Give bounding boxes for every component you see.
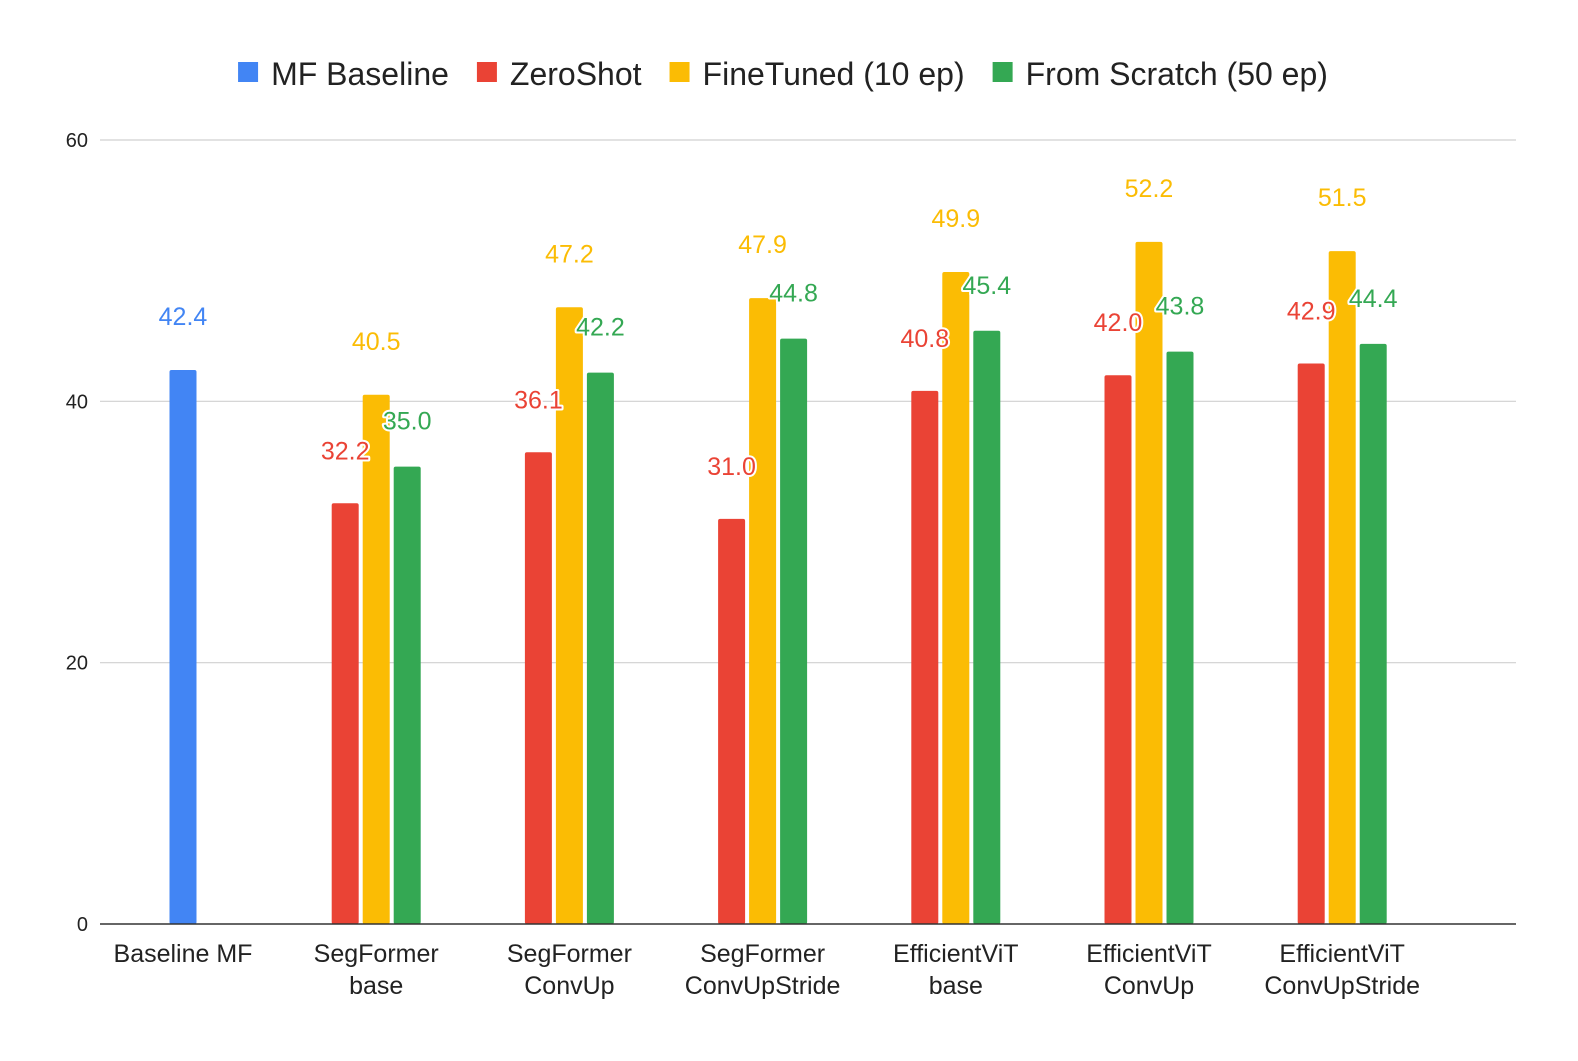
data-label-finetuned-10-ep--2: 47.2 [545, 240, 594, 268]
x-category-label-4-1: base [929, 972, 983, 1000]
bar-zeroshot-3 [718, 518, 746, 924]
legend-label-1: ZeroShot [510, 56, 642, 92]
data-label-zeroshot-3: 31.0 [707, 453, 756, 481]
bar-from-scratch-50-ep--6 [1359, 343, 1387, 925]
data-labels: 42.4 32.2 40.5 35.0 36.1 47.2 42.2 31.0 47.9 44.8… [157, 173, 1400, 483]
x-category-label-2-0: SegFormer [507, 940, 632, 968]
legend-item-3: From Scratch (50 ep) [992, 56, 1328, 92]
data-label-zeroshot-4: 40.8 [900, 325, 949, 353]
legend-label-0: MF Baseline [271, 56, 449, 92]
legend-label-3: From Scratch (50 ep) [1026, 56, 1328, 92]
data-label-finetuned-10-ep--3: 47.9 [738, 231, 787, 259]
data-label-finetuned-10-ep--5: 52.2 [1125, 175, 1174, 203]
bar-finetuned-10-ep--2 [555, 307, 583, 925]
legend-swatch-3 [992, 62, 1013, 82]
data-label-from-scratch-50-ep--5: 43.8 [1156, 293, 1205, 321]
x-category-label-5-1: ConvUp [1104, 972, 1194, 1000]
bar-zeroshot-2 [524, 452, 552, 924]
x-category-label-6-1: ConvUpStride [1264, 972, 1420, 1000]
x-category-label-5-0: EfficientViT [1086, 940, 1212, 968]
bar-from-scratch-50-ep--3 [780, 338, 808, 924]
bar-finetuned-10-ep--5 [1135, 241, 1163, 925]
legend-item-1: ZeroShot [476, 56, 642, 92]
x-category-label-1-1: base [349, 972, 403, 1000]
data-label-zeroshot-2: 36.1 [514, 386, 563, 414]
data-label-from-scratch-50-ep--3: 44.8 [769, 280, 818, 308]
data-label-finetuned-10-ep--4: 49.9 [931, 205, 980, 233]
bar-mf-baseline-0 [169, 369, 197, 924]
bar-zeroshot-4 [911, 390, 939, 924]
x-category-label-3-1: ConvUpStride [685, 972, 841, 1000]
data-label-from-scratch-50-ep--6: 44.4 [1349, 285, 1398, 313]
y-tick-label-20: 20 [66, 653, 88, 675]
x-category-label-3-0: SegFormer [700, 940, 825, 968]
y-tick-label-40: 40 [66, 391, 88, 413]
bar-finetuned-10-ep--1 [362, 394, 390, 924]
data-label-mf-baseline-0: 42.4 [159, 303, 208, 331]
x-category-label-1-0: SegFormer [314, 940, 439, 968]
data-label-zeroshot-1: 32.2 [321, 437, 370, 465]
bar-finetuned-10-ep--3 [749, 298, 777, 924]
y-tick-label-60: 60 [66, 130, 88, 152]
legend: MF Baseline ZeroShot FineTuned (10 ep) From… [238, 56, 1328, 92]
bar-zeroshot-1 [331, 503, 359, 924]
legend-item-0: MF Baseline [238, 56, 449, 92]
x-axis-categories: Baseline MF SegFormerbaseSegFormerConvUpS… [114, 940, 1420, 1000]
data-label-finetuned-10-ep--1: 40.5 [352, 328, 401, 356]
bar-from-scratch-50-ep--5 [1166, 351, 1194, 924]
bar-zeroshot-5 [1104, 375, 1132, 924]
bar-from-scratch-50-ep--1 [393, 466, 421, 924]
x-category-label-2-1: ConvUp [524, 972, 614, 1000]
data-label-zeroshot-6: 42.9 [1287, 297, 1336, 325]
bar-from-scratch-50-ep--2 [586, 372, 614, 924]
legend-item-2: FineTuned (10 ep) [669, 56, 965, 92]
legend-swatch-2 [669, 62, 690, 82]
y-tick-label-0: 0 [77, 914, 88, 936]
y-axis-ticks: 0 20 40 60 [66, 130, 88, 936]
legend-label-2: FineTuned (10 ep) [703, 56, 965, 92]
data-label-zeroshot-5: 42.0 [1094, 309, 1143, 337]
x-category-label-6-0: EfficientViT [1279, 940, 1405, 968]
legend-swatch-0 [238, 62, 259, 82]
x-category-label-0-0: Baseline MF [114, 940, 253, 968]
legend-swatch-1 [476, 62, 497, 82]
data-label-finetuned-10-ep--6: 51.5 [1318, 184, 1367, 212]
x-category-label-4-0: EfficientViT [893, 940, 1019, 968]
data-label-from-scratch-50-ep--2: 42.2 [576, 314, 625, 342]
bar-finetuned-10-ep--6 [1328, 251, 1356, 925]
data-label-from-scratch-50-ep--4: 45.4 [962, 272, 1011, 300]
bar-zeroshot-6 [1297, 363, 1325, 924]
bars [169, 241, 1387, 925]
data-label-from-scratch-50-ep--1: 35.0 [383, 408, 432, 436]
bar-finetuned-10-ep--4 [942, 271, 970, 924]
bar-from-scratch-50-ep--4 [973, 330, 1001, 925]
